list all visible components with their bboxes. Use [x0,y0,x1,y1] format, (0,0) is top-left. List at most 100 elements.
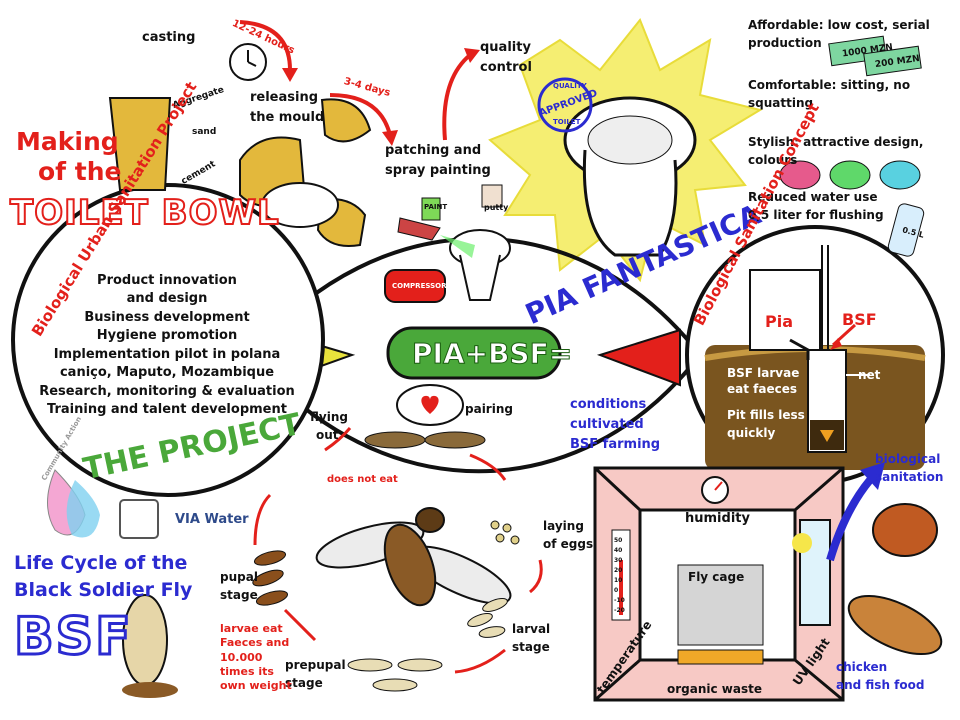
putty-label: putty [484,203,509,212]
fly-body [383,523,437,607]
arrow-release-to-patch [329,93,392,136]
thermo-tick: -20 [614,607,625,614]
arrow-prepupal-to-pupal [283,608,317,642]
larvae-line-1: BSF larvae [727,366,800,380]
affordable-line-2: production [748,36,822,50]
biological-arrow [826,477,874,562]
title-of-the: of the [38,157,122,186]
life-cycle-line-1: Life Cycle of the [14,552,188,574]
money-note-2 [863,45,922,77]
arrow-casting-to-release [239,20,292,71]
stamp-bottom: TOILET [553,118,581,126]
project-item: Research, monitoring & evaluation [39,383,295,399]
chicken-shape [872,503,938,557]
thermo-tick: 0 [614,587,619,594]
prepupal-line-2: stage [285,676,323,690]
larvae-note-line: larvae eat [220,622,283,635]
organic-waste-tray [677,649,764,665]
pia-label: Pia [765,312,794,331]
thermo-tick: 10 [614,577,623,584]
pupal-line-2: stage [220,588,258,602]
stylish-line-2: colours [748,153,798,167]
mould-label: the mould [250,110,325,125]
organic-waste-label: organic waste [667,682,762,696]
larvae-note-line: Faeces and [220,636,290,650]
water-line-2: 0,5 liter for flushing [748,208,884,222]
fly-head [415,507,445,533]
larvae-note-line: times its [220,664,274,678]
thermo-ticks: 50 40 30 20 10 0 -10 -20 [614,536,625,616]
toilet-releasing [261,182,339,228]
thermo-tick: 20 [614,567,623,574]
paint-label: PAINT [424,203,448,211]
prepupal-line-1: prepupal [285,658,346,672]
center-banner-bg [386,326,562,380]
title-making: Making [16,127,119,156]
comfortable-line-2: squatting [748,96,814,110]
patching-label: patching and [385,143,482,158]
food-line-1: chicken [836,660,888,674]
casting-label: casting [142,30,196,45]
red-wedge [596,328,681,387]
quality-label-2: control [480,60,532,75]
fish-shape [847,594,943,656]
center-banner: PIA+BSF= [411,337,573,371]
fly-cage-label: Fly cage [688,570,745,584]
arrow-to-quality [442,53,472,141]
via-water-logo: VIA Water [175,512,249,527]
arrow-larval-to-prepupal [454,648,506,674]
thermo-tick: 50 [614,537,623,544]
fly-cage [677,564,764,646]
lens-bottom-curve [248,353,702,474]
toilet-drop-pipe [789,338,810,360]
water-line-1: Reduced water use [748,190,878,204]
net-label: net [858,368,881,382]
arrow-fly-to-pair [324,427,352,452]
flying-line-2: out [316,428,339,442]
pit-line-1: Pit fills less [727,408,805,422]
farming-line-1: conditions [570,397,647,412]
project-item: Product innovation [97,273,237,288]
project-item: Business development [84,309,250,325]
farming-line-3: BSF farming [570,437,661,452]
food-line-2: and fish food [836,678,925,692]
stamp-top: QUALITY [553,82,587,90]
pairing-label: pairing [465,402,513,416]
arrow-pair-to-lay [469,453,507,481]
biological-line-1: biological [875,452,941,466]
larvae-note-line: own weight [220,679,292,693]
bsf-big-title: BSF [13,606,133,669]
bsf-label: BSF [842,310,877,329]
project-item: and design [126,291,208,307]
project-item: Implementation pilot in polana [53,346,281,362]
flying-line-1: flying [310,410,348,424]
project-item: Training and talent development [47,402,287,418]
pupal-line-1: pupal [220,570,258,584]
larvae-line-2: eat faeces [727,382,798,396]
larvae-note: larvae eat Faeces and 10.000 times its o… [220,622,292,693]
releasing-label: releasing [250,90,319,105]
via-icon [119,499,159,539]
heart-icon [421,395,439,414]
spray-label: spray painting [385,163,491,178]
biological-line-2: sanitation [875,470,944,484]
pit-line-2: quickly [727,426,776,440]
comfortable-line-1: Comfortable: sitting, no [748,78,911,92]
mould-release-3 [320,98,372,143]
pia-toilet-box [749,269,821,351]
larvae-note-line: 10.000 [220,650,263,664]
project-circle [11,183,325,497]
thermo-tick: 30 [614,557,623,564]
affordable-line-1: Affordable: low cost, serial [748,18,930,32]
humidity-label: humidity [685,511,750,526]
compressor [384,269,446,303]
project-item: caniço, Maputo, Mozambique [59,365,275,381]
sand-label: sand [192,127,217,137]
title-toilet-bowl: TOILET BOWL [9,192,280,234]
life-cycle-line-2: Black Soldier Fly [14,579,193,601]
approved-stamp [537,77,593,133]
project-list: Product innovation and design Business d… [38,272,296,420]
bsf-arrow-head [830,338,842,350]
